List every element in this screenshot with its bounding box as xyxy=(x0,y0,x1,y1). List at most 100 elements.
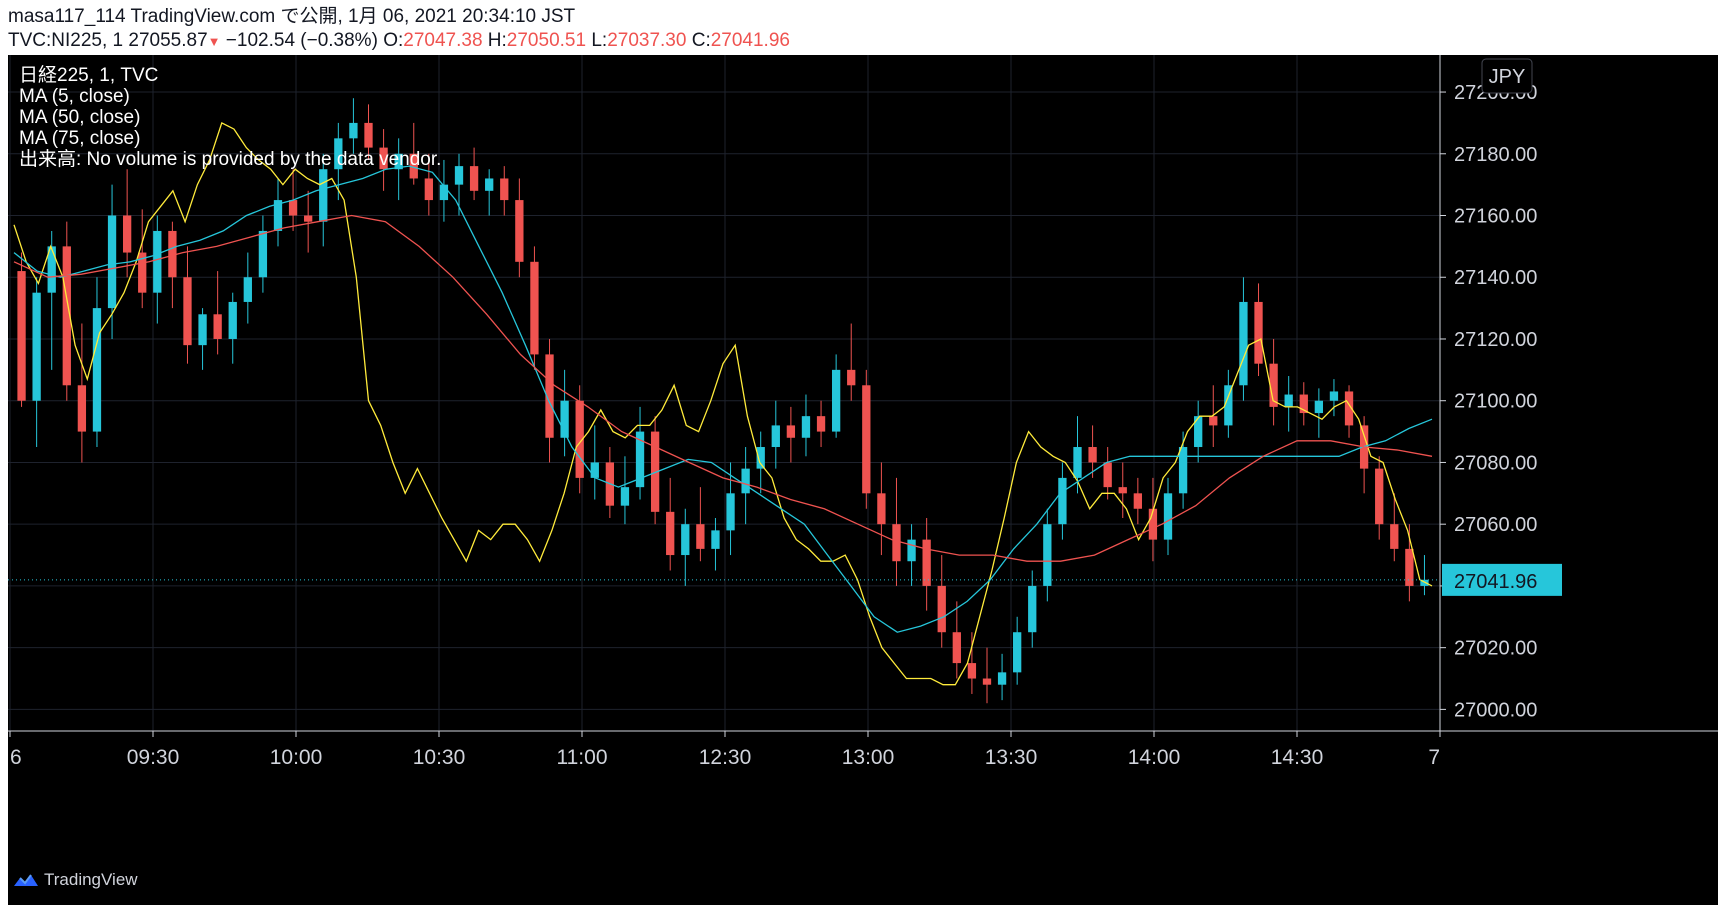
candle-body xyxy=(696,524,705,549)
candle-body xyxy=(213,314,222,339)
candle-body xyxy=(500,178,509,201)
candle-body xyxy=(786,425,796,438)
candle-body xyxy=(364,122,373,148)
ma-line-1 xyxy=(13,165,1433,633)
candle-body xyxy=(952,632,961,664)
candle-body xyxy=(545,354,554,438)
candle-body xyxy=(1103,462,1112,488)
candle-body xyxy=(228,301,237,339)
high-label: H: xyxy=(487,30,507,51)
currency-label: JPY xyxy=(1489,66,1526,88)
high-value: 27050.51 xyxy=(506,30,587,51)
y-tick-label: 27060.00 xyxy=(1454,514,1537,536)
candle-body xyxy=(1118,487,1127,494)
last-price-label: 27041.96 xyxy=(1454,571,1537,593)
candle-body xyxy=(153,230,162,293)
candle-body xyxy=(183,277,192,346)
candle-body xyxy=(62,246,71,386)
candle-body xyxy=(1405,548,1414,586)
x-tick-label: 7 xyxy=(1428,746,1440,769)
tradingview-brand: TradingView xyxy=(44,870,138,889)
y-tick-label: 27100.00 xyxy=(1454,391,1537,413)
candle-body xyxy=(560,400,569,438)
open-value: 27047.38 xyxy=(403,30,483,51)
candle-body xyxy=(1178,447,1188,494)
last-price: 27055.87 xyxy=(128,30,208,51)
candle-body xyxy=(1390,524,1399,549)
x-tick-label: 10:00 xyxy=(270,746,323,769)
candle-body xyxy=(967,663,977,679)
candle-body xyxy=(1148,508,1158,540)
candle-body xyxy=(997,672,1007,685)
close-label: C: xyxy=(691,30,711,51)
candle-body xyxy=(1269,363,1278,407)
candle-body xyxy=(439,184,449,201)
candle-body xyxy=(907,539,916,562)
candle-body xyxy=(273,200,283,231)
down-arrow-icon: ▼ xyxy=(207,34,221,49)
candle-body xyxy=(288,200,298,216)
candle-body xyxy=(711,530,720,549)
y-tick-label: 27180.00 xyxy=(1454,144,1537,166)
candle-body xyxy=(575,400,584,478)
candle-body xyxy=(334,138,343,170)
candle-body xyxy=(92,308,102,432)
x-tick-label: 13:00 xyxy=(842,746,895,769)
candle-body xyxy=(304,215,313,222)
candle-body xyxy=(801,416,811,438)
candle-body xyxy=(469,166,479,191)
y-tick-label: 27120.00 xyxy=(1454,329,1537,351)
x-tick-label: 12:30 xyxy=(699,746,752,769)
candle-body xyxy=(1058,477,1067,525)
candle-body xyxy=(319,169,328,222)
candle-body xyxy=(485,178,494,191)
candle-body xyxy=(1133,493,1142,509)
ohlc-line: TVC:NI225, 1 27055.87▼ −102.54 (−0.38%) … xyxy=(8,29,790,54)
candle-body xyxy=(198,314,207,346)
candle-body xyxy=(1299,394,1308,414)
x-tick-label: 14:00 xyxy=(1128,746,1181,769)
candle-body xyxy=(1284,394,1293,407)
candle-body xyxy=(590,462,599,478)
legend-volume: 出来高: No volume is provided by the data v… xyxy=(19,149,442,170)
candle-body xyxy=(1375,468,1384,525)
x-tick-label: 13:30 xyxy=(985,746,1038,769)
footer-bar: TradingView xyxy=(8,860,1718,905)
open-label: O: xyxy=(383,30,404,51)
y-tick-label: 27020.00 xyxy=(1454,638,1537,660)
candle-body xyxy=(32,292,41,401)
legend-ma5: MA (5, close) xyxy=(19,86,130,107)
y-tick-label: 27080.00 xyxy=(1454,452,1537,474)
ma-line-2 xyxy=(13,214,1433,562)
x-tick-label: 10:30 xyxy=(413,746,466,769)
candle-body xyxy=(349,122,358,139)
candle-body xyxy=(771,425,780,448)
candle-body xyxy=(122,215,132,253)
tradingview-logo[interactable]: TradingView xyxy=(12,870,138,890)
candle-body xyxy=(847,369,856,386)
candle-body xyxy=(394,153,403,170)
last-price-badge xyxy=(1442,563,1562,596)
low-value: 27037.30 xyxy=(607,30,687,51)
chart-header: masa117_114 TradingView.com で公開, 1月 06, … xyxy=(0,0,1727,55)
candle-body xyxy=(635,431,645,488)
candle-body xyxy=(650,431,660,512)
candle-body xyxy=(982,678,992,685)
candlestick-chart[interactable]: 27000.0027020.0027040.0027060.0027080.00… xyxy=(8,55,1718,860)
low-label: L: xyxy=(591,30,608,51)
candle-body xyxy=(1420,579,1429,586)
chart-area[interactable]: 27000.0027020.0027040.0027060.0027080.00… xyxy=(8,55,1718,860)
candle-body xyxy=(1163,493,1173,540)
candle-body xyxy=(454,166,464,185)
candle-body xyxy=(138,252,147,293)
candle-body xyxy=(530,261,539,355)
candle-body xyxy=(877,493,886,525)
candle-body xyxy=(1224,385,1233,426)
x-tick-label: 6 xyxy=(10,746,22,769)
candle-body xyxy=(1329,391,1339,401)
candle-body xyxy=(243,277,252,302)
ma-line-0 xyxy=(13,121,1433,686)
y-tick-label: 27160.00 xyxy=(1454,206,1537,228)
candle-body xyxy=(1043,524,1052,586)
candle-body xyxy=(515,200,524,262)
